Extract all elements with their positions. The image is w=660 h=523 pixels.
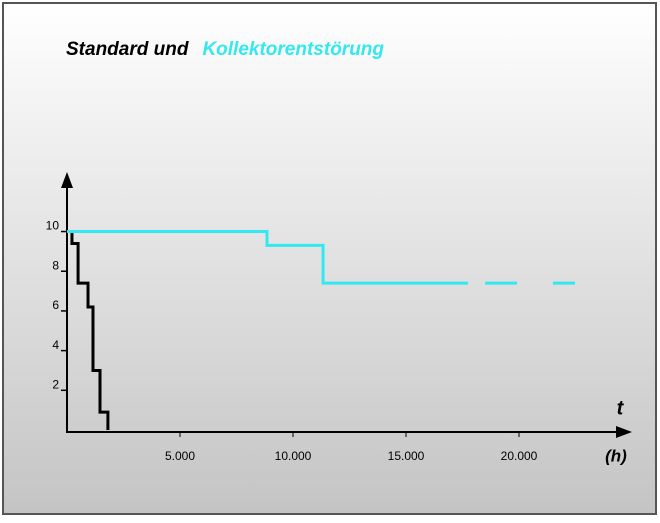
x-tick-label: 10.000 [275,449,312,463]
x-axis-arrow [616,426,632,438]
x-axis-unit: (h) [605,446,627,465]
y-tick-label: 10 [46,219,60,233]
series-line [67,230,576,285]
x-tick-label: 15.000 [388,449,425,463]
y-tick-label: 6 [52,298,59,312]
frame [2,2,657,515]
y-tick-label: 2 [52,377,59,391]
chart-title: Standard und Kollektorentstörung [66,39,384,60]
y-axis-arrow [61,172,73,188]
x-tick-label: 20.000 [501,449,538,463]
title-part: Standard und [66,39,189,60]
x-axis-label: t [617,397,625,419]
x-tick-label: 5.000 [165,449,195,463]
y-tick-label: 4 [52,338,59,352]
title-part: Kollektorentstörung [202,39,384,60]
series-line [67,230,110,430]
y-tick-label: 8 [52,258,59,272]
